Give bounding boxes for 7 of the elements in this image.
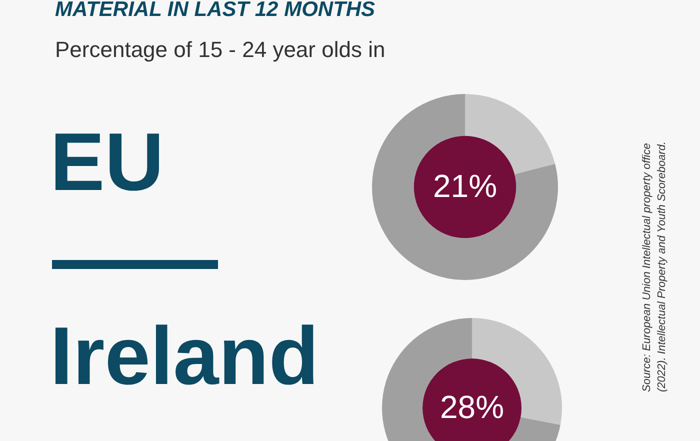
text: Ireland [50, 311, 319, 402]
data-label: 21% [432, 168, 498, 204]
text: EU [50, 117, 164, 208]
chart-subtitle: Percentage of 15 - 24 year olds in [55, 36, 386, 64]
data-label: 28% [440, 388, 504, 425]
chart-title: MATERIAL IN LAST 12 MONTHS [55, 0, 376, 22]
source-note: Source: European Union Intellectual property office (2022). Intellectual Property and Youth Scoreboard. [640, 140, 669, 392]
